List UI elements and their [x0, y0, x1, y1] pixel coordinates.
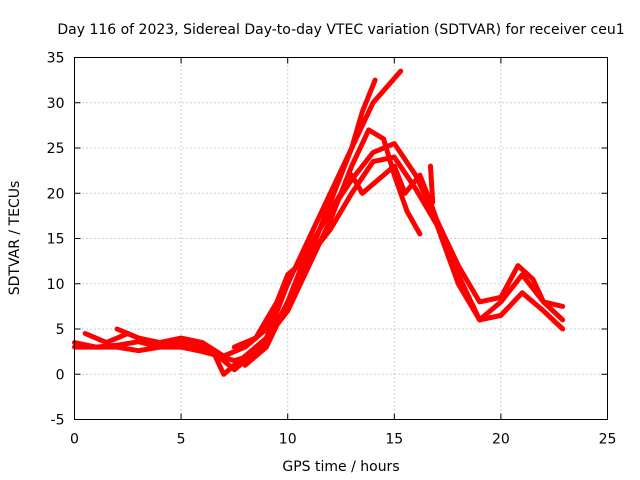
y-tick-label: 15 — [47, 232, 65, 248]
x-tick-label: 10 — [279, 432, 297, 448]
y-tick-label: 35 — [47, 51, 65, 67]
x-axis-label: GPS time / hours — [282, 459, 399, 475]
series-line-5 — [231, 154, 566, 350]
y-axis-label: SDTVAR / TECUs — [7, 181, 23, 296]
y-tick-label: 5 — [56, 322, 65, 338]
grid — [74, 57, 608, 420]
x-tick-label: 20 — [492, 432, 510, 448]
y-tick-label: -5 — [51, 413, 65, 429]
plot-frame — [74, 57, 608, 420]
series-line-1 — [72, 68, 404, 364]
chart-title: Day 116 of 2023, Sidereal Day-to-day VTE… — [57, 22, 624, 38]
series-line-6 — [242, 163, 566, 368]
x-tick-label: 0 — [70, 432, 79, 448]
x-tick-label: 15 — [385, 432, 403, 448]
series-layer — [72, 68, 566, 377]
x-tick-label: 25 — [599, 432, 617, 448]
ticks: -5 0 5 10 15 20 25 30 35 0 5 10 15 20 25 — [47, 51, 617, 448]
series-line-7 — [428, 163, 436, 205]
y-tick-label: 0 — [56, 367, 65, 383]
series-line-2 — [72, 77, 378, 373]
y-tick-label: 30 — [47, 96, 65, 112]
y-tick-label: 25 — [47, 141, 65, 157]
y-tick-label: 20 — [47, 186, 65, 202]
x-tick-label: 5 — [177, 432, 186, 448]
y-tick-label: 10 — [47, 277, 65, 293]
